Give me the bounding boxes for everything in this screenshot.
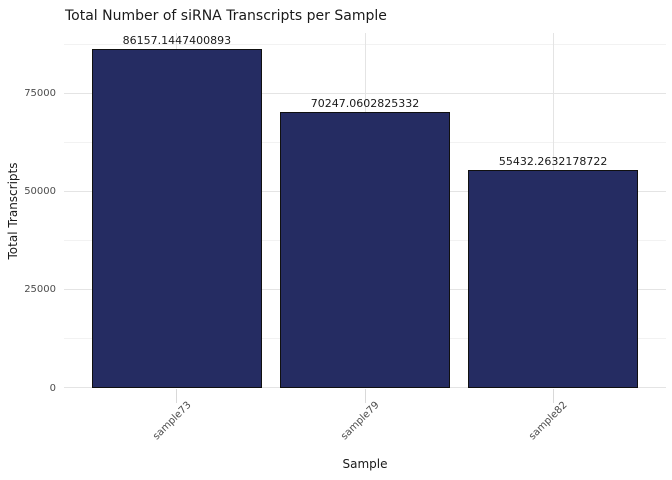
x-tick-mark	[176, 389, 178, 403]
plot-area: 86157.1447400893 70247.0602825332 55432.26…	[64, 33, 666, 388]
y-tick-label: 25000	[24, 284, 56, 296]
bar	[280, 111, 450, 388]
bar	[92, 49, 262, 388]
bar	[468, 170, 638, 388]
x-tick-mark	[552, 389, 554, 403]
y-tick-label: 50000	[24, 185, 56, 197]
x-tick-label: sample79	[338, 399, 382, 443]
y-tick-label: 75000	[24, 87, 56, 99]
bar-value-label: 86157.1447400893	[122, 34, 232, 48]
x-tick-label: sample73	[150, 399, 194, 443]
x-tick-mark	[364, 389, 366, 403]
bar-value-label: 70247.0602825332	[310, 96, 420, 110]
x-tick-label: sample82	[527, 399, 570, 443]
y-axis-title: Total Transcripts	[6, 162, 20, 260]
x-axis-title: Sample	[342, 457, 388, 471]
chart-title: Total Number of siRNA Transcripts per Sa…	[65, 8, 387, 24]
bar-value-label: 55432.2632178722	[498, 155, 608, 169]
y-tick-label: 0	[49, 382, 56, 394]
